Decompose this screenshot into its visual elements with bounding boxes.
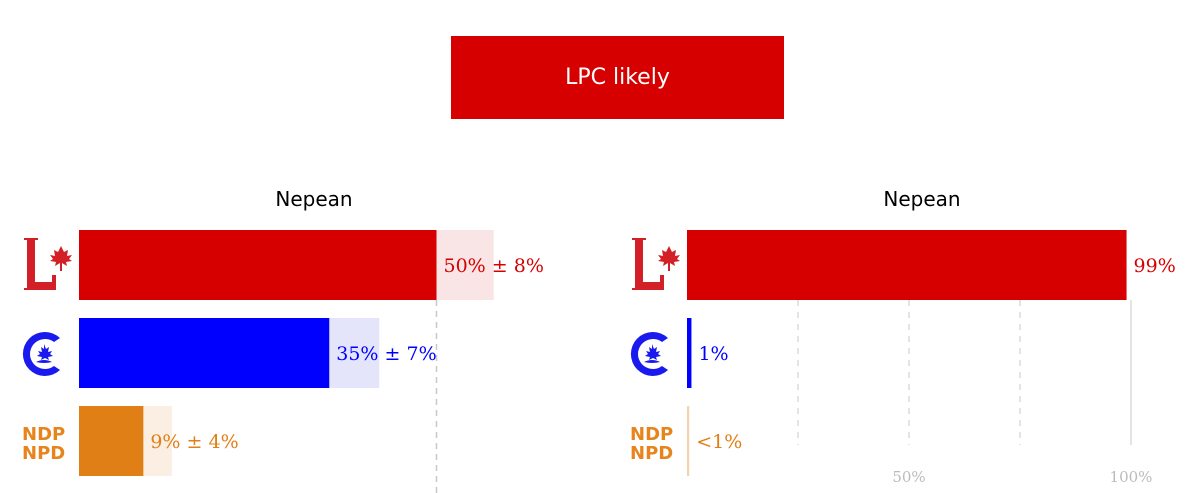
panel-title-vote-share: Nepean [275, 187, 352, 211]
conservative-logo-left [23, 332, 60, 376]
ndp-logo-line2: NPD [630, 443, 673, 464]
bar-ndp [79, 406, 143, 476]
tick-label-50: 50% [892, 468, 925, 486]
win-probability-chart: 50% 100% 99% 1% <1% [687, 230, 1176, 486]
vote-share-chart: 50% ± 8% 35% ± 7% 9% ± 4% [79, 230, 544, 493]
liberal-logo-right [632, 238, 680, 290]
ndp-logo-left: NDP NPD [22, 424, 65, 464]
ndp-logo-line1: NDP [630, 424, 673, 445]
bar-lpc [687, 230, 1127, 300]
ndp-logo-right: NDP NPD [630, 424, 673, 464]
value-label-cpc: 35% ± 7% [336, 343, 436, 365]
ndp-logo-line2: NPD [22, 443, 65, 464]
value-label-lpc: 99% [1134, 255, 1176, 277]
value-label-cpc: 1% [698, 343, 728, 365]
panel-title-win-probability: Nepean [883, 187, 960, 211]
value-label-lpc: 50% ± 8% [444, 255, 544, 277]
ndp-logo-line1: NDP [22, 424, 65, 445]
value-label-ndp: <1% [696, 431, 742, 453]
liberal-logo-left [24, 238, 72, 290]
bar-cpc [687, 318, 691, 388]
bar-cpc [79, 318, 329, 388]
bar-ndp [687, 406, 689, 476]
bar-lpc [79, 230, 437, 300]
conservative-logo-right [631, 332, 668, 376]
tick-label-100: 100% [1110, 468, 1153, 486]
value-label-ndp: 9% ± 4% [150, 431, 238, 453]
